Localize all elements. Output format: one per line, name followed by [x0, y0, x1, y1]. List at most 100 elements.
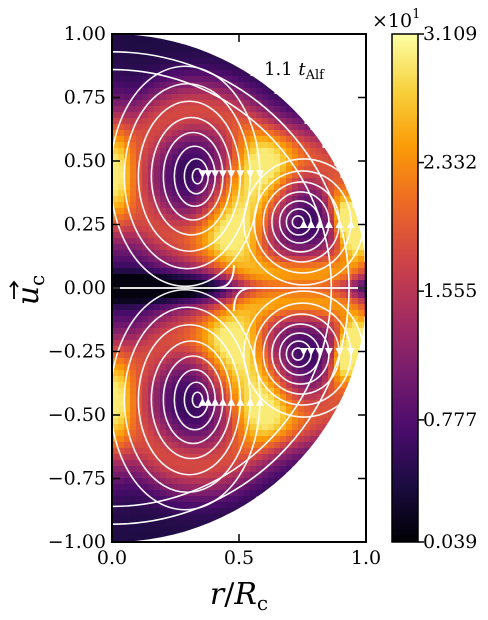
heatmap-cell	[190, 370, 197, 377]
heatmap-cell	[118, 322, 125, 329]
heatmap-cell	[190, 328, 197, 335]
heatmap-cell	[274, 346, 281, 353]
heatmap-cell	[130, 436, 137, 443]
heatmap-cell	[280, 178, 287, 185]
heatmap-cell	[154, 64, 161, 71]
streamline-arrow	[299, 219, 308, 228]
heatmap-cell	[208, 334, 215, 341]
heatmap-cell	[172, 370, 179, 377]
heatmap-cell	[292, 172, 299, 179]
heatmap-cell	[238, 430, 245, 437]
heatmap-cell	[130, 190, 137, 197]
heatmap-cell	[262, 490, 269, 497]
heatmap-cell	[148, 520, 155, 527]
heatmap-cell	[274, 112, 281, 119]
heatmap-cell	[166, 310, 173, 317]
heatmap-cell	[214, 82, 221, 89]
heatmap-cell	[190, 94, 197, 101]
heatmap-cell	[166, 172, 173, 179]
heatmap-cell	[160, 508, 167, 515]
heatmap-cell	[148, 322, 155, 329]
heatmap-cell	[202, 484, 209, 491]
heatmap-cell	[118, 70, 125, 77]
heatmap-cell	[226, 226, 233, 233]
heatmap-cell	[256, 364, 263, 371]
heatmap-cell	[154, 100, 161, 107]
heatmap-cell	[250, 310, 257, 317]
heatmap-cell	[154, 358, 161, 365]
heatmap-cell	[124, 286, 131, 293]
heatmap-cell	[130, 184, 137, 191]
heatmap-cell	[226, 160, 233, 167]
heatmap-cell	[130, 346, 137, 353]
streamline-arrow	[211, 170, 220, 179]
heatmap-cell	[226, 124, 233, 131]
heatmap-cell	[292, 286, 299, 293]
heatmap-cell	[166, 418, 173, 425]
heatmap-cell	[130, 262, 137, 269]
heatmap-cell	[178, 172, 185, 179]
heatmap-cell	[190, 244, 197, 251]
heatmap-cell	[148, 424, 155, 431]
heatmap-cell	[196, 376, 203, 383]
heatmap-cell	[136, 88, 143, 95]
heatmap-cell	[334, 238, 341, 245]
heatmap-cell	[172, 172, 179, 179]
heatmap-cell	[160, 328, 167, 335]
heatmap-cell	[118, 394, 125, 401]
heatmap-cell	[112, 178, 119, 185]
heatmap-cell	[112, 520, 119, 527]
heatmap-cell	[202, 394, 209, 401]
heatmap-cell	[310, 334, 317, 341]
heatmap-cell	[112, 124, 119, 131]
heatmap-cell	[130, 112, 137, 119]
heatmap-cell	[148, 250, 155, 257]
heatmap-cell	[316, 418, 323, 425]
heatmap-cell	[226, 340, 233, 347]
heatmap-cell	[130, 352, 137, 359]
heatmap-cell	[178, 220, 185, 227]
heatmap-cell	[220, 478, 227, 485]
heatmap-cell	[160, 40, 167, 47]
heatmap-cell	[148, 160, 155, 167]
heatmap-cell	[286, 436, 293, 443]
heatmap-cell	[238, 190, 245, 197]
heatmap-cell	[154, 154, 161, 161]
heatmap-cell	[340, 268, 347, 275]
streamline-arrow	[211, 397, 220, 406]
heatmap-cell	[142, 172, 149, 179]
heatmap-cell	[220, 262, 227, 269]
heatmap-cell	[196, 526, 203, 533]
heatmap-cell	[238, 484, 245, 491]
heatmap-cell	[226, 136, 233, 143]
heatmap-cell	[112, 154, 119, 161]
heatmap-cell	[196, 250, 203, 257]
heatmap-cell	[262, 298, 269, 305]
heatmap-cell	[250, 388, 257, 395]
heatmap-cell	[184, 178, 191, 185]
heatmap-cell	[280, 442, 287, 449]
heatmap-cell	[274, 472, 281, 479]
heatmap-cell	[250, 328, 257, 335]
heatmap-cell	[280, 376, 287, 383]
heatmap-cell	[148, 130, 155, 137]
heatmap-cell	[172, 532, 179, 539]
heatmap-cell	[310, 280, 317, 287]
heatmap-cell	[280, 394, 287, 401]
heatmap-cell	[214, 490, 221, 497]
heatmap-cell	[196, 352, 203, 359]
heatmap-cell	[280, 460, 287, 467]
heatmap-cell	[310, 376, 317, 383]
heatmap-cell	[226, 88, 233, 95]
heatmap-cell	[172, 424, 179, 431]
heatmap-cell	[202, 508, 209, 515]
heatmap-cell	[352, 328, 359, 335]
heatmap-cell	[322, 328, 329, 335]
heatmap-cell	[304, 394, 311, 401]
heatmap-cell	[226, 304, 233, 311]
heatmap-cell	[214, 274, 221, 281]
heatmap-cell	[322, 220, 329, 227]
heatmap-cell	[310, 136, 317, 143]
heatmap-cell	[214, 106, 221, 113]
heatmap-cell	[232, 214, 239, 221]
